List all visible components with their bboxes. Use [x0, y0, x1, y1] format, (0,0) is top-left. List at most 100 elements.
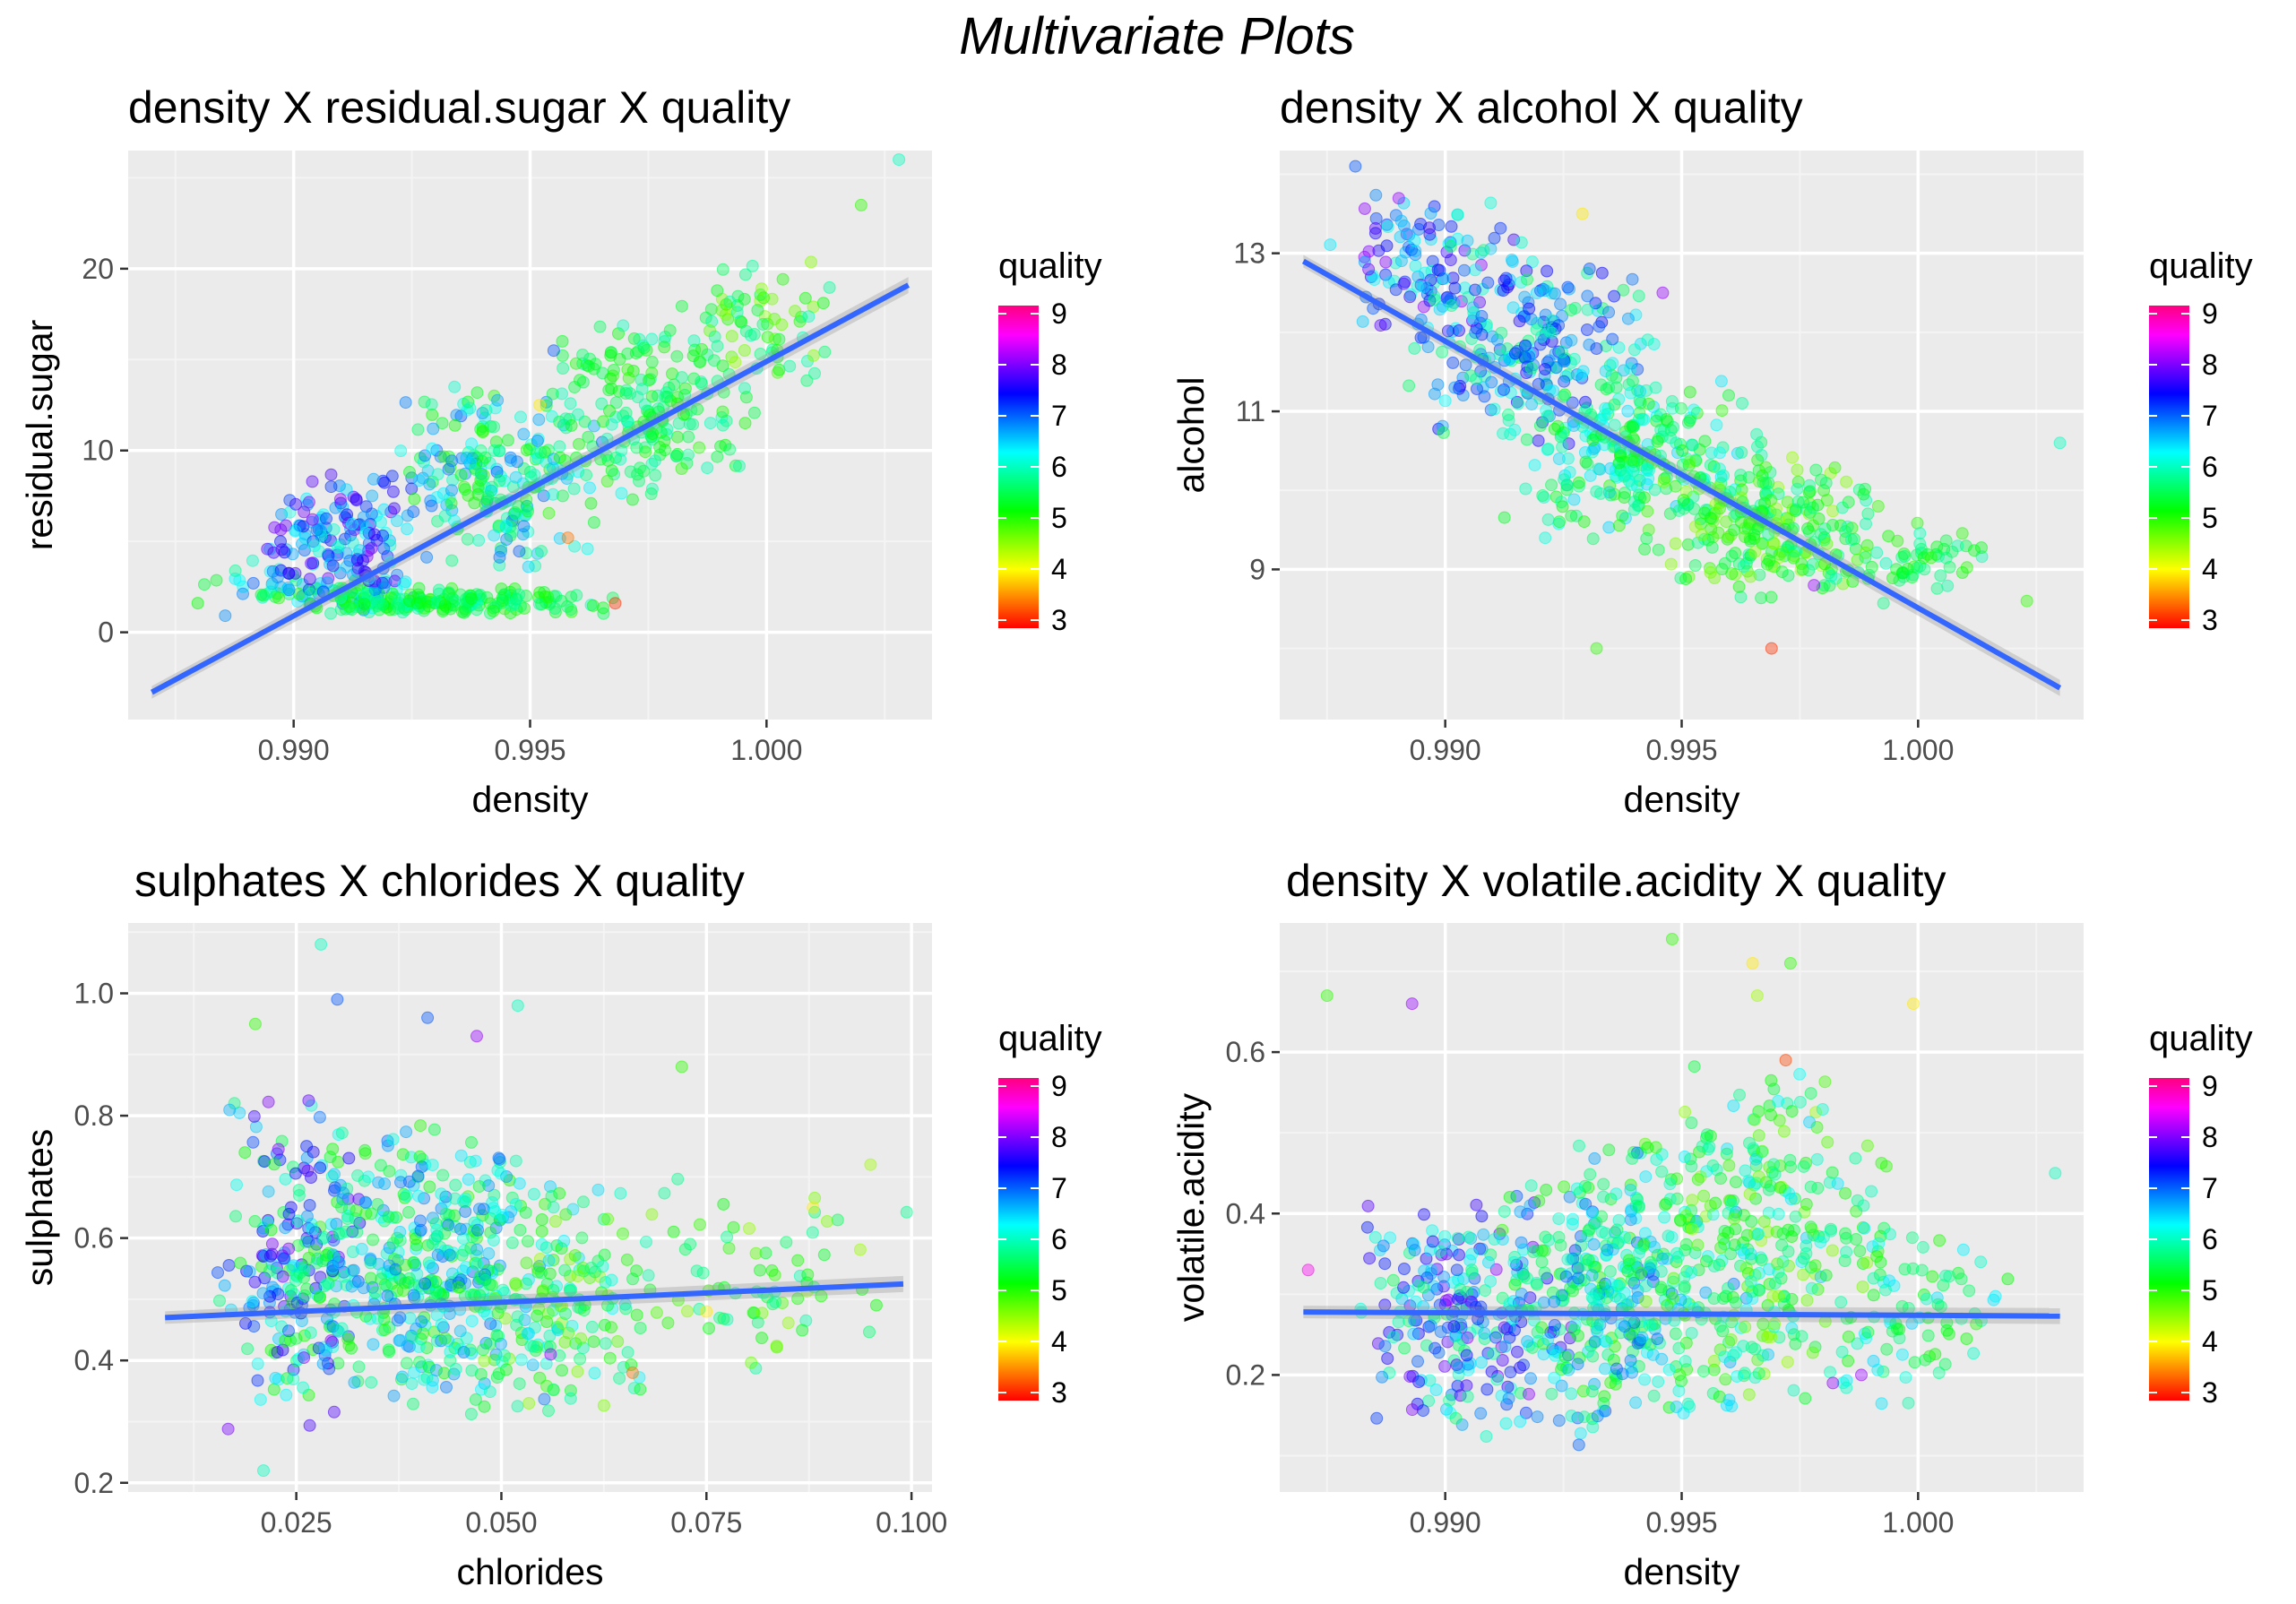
data-point	[286, 548, 299, 561]
data-point	[1722, 389, 1735, 402]
data-point	[1523, 302, 1536, 315]
data-point	[359, 1196, 373, 1210]
data-point	[460, 592, 473, 606]
data-point	[584, 1262, 598, 1274]
data-point	[246, 554, 259, 567]
data-point	[1772, 1094, 1785, 1108]
data-point	[1498, 1205, 1511, 1218]
data-point	[1783, 957, 1797, 970]
data-point	[1655, 1352, 1669, 1366]
data-point	[1956, 1243, 1970, 1256]
data-point	[1374, 1277, 1387, 1289]
y-tick-label: 20	[82, 253, 114, 285]
data-point	[1356, 315, 1369, 328]
data-point	[1803, 1116, 1817, 1129]
data-point	[1469, 283, 1481, 297]
data-point	[1819, 1269, 1833, 1282]
data-point	[413, 1150, 427, 1163]
data-point	[414, 1214, 427, 1228]
data-point	[435, 1318, 448, 1331]
data-point	[1411, 1355, 1424, 1368]
data-point	[393, 1225, 407, 1238]
data-point	[1433, 263, 1446, 277]
data-point	[704, 303, 718, 316]
data-point	[399, 575, 412, 589]
data-point	[700, 1305, 713, 1318]
data-point	[1871, 500, 1885, 513]
data-point	[519, 1206, 532, 1220]
data-point	[1581, 303, 1594, 316]
data-point	[1840, 475, 1853, 488]
data-point	[1963, 1284, 1976, 1298]
data-point	[1561, 1253, 1575, 1266]
data-point	[1687, 403, 1700, 417]
data-point	[495, 582, 508, 596]
data-point	[434, 450, 447, 463]
data-point	[378, 1177, 392, 1190]
legend-tick-label: 8	[2202, 1121, 2218, 1153]
data-point	[1819, 477, 1833, 489]
data-point	[1840, 1231, 1852, 1245]
data-point	[1559, 1270, 1573, 1283]
panel-title: density X volatile.acidity X quality	[1286, 856, 1946, 906]
data-point	[671, 430, 684, 444]
data-point	[364, 1272, 377, 1285]
data-point	[464, 1408, 478, 1420]
data-point	[1877, 597, 1890, 610]
panel-3: sulphates X chlorides X quality 0.025 0.05…	[19, 856, 1102, 1592]
data-point	[1572, 476, 1585, 489]
data-point	[1548, 1318, 1561, 1332]
data-point	[1942, 1327, 1955, 1341]
data-point	[663, 323, 677, 337]
data-point	[1728, 523, 1741, 537]
data-point	[1549, 361, 1563, 375]
data-point	[342, 1151, 356, 1165]
data-point	[219, 609, 232, 623]
data-point	[1572, 1272, 1585, 1285]
data-point	[805, 255, 817, 269]
data-point	[1733, 1088, 1746, 1101]
data-point	[1902, 1396, 1915, 1410]
data-point	[1445, 220, 1458, 233]
data-point	[1568, 301, 1582, 315]
data-point	[495, 545, 507, 558]
data-point	[1370, 1411, 1384, 1425]
data-point	[597, 601, 609, 615]
data-point	[1381, 220, 1394, 234]
data-point	[1765, 591, 1778, 604]
data-point	[324, 468, 338, 481]
data-point	[560, 472, 574, 485]
data-point	[275, 543, 289, 556]
data-point	[303, 573, 316, 586]
data-point	[1349, 160, 1362, 173]
data-point	[1797, 496, 1809, 509]
data-point	[645, 367, 659, 380]
data-point	[1567, 1323, 1581, 1336]
data-point	[1626, 1295, 1639, 1308]
data-point	[408, 493, 421, 505]
data-point	[1840, 1381, 1853, 1394]
data-point	[431, 596, 444, 608]
data-point	[711, 450, 724, 463]
data-point	[725, 330, 738, 343]
data-point	[1586, 532, 1600, 546]
data-point	[798, 291, 812, 305]
data-point	[1608, 289, 1621, 303]
data-point	[300, 1140, 314, 1153]
data-point	[429, 1275, 443, 1289]
data-point	[1685, 1117, 1698, 1129]
data-point	[412, 1341, 426, 1353]
data-point	[684, 1237, 697, 1251]
data-point	[399, 1258, 412, 1272]
data-point	[588, 1367, 601, 1380]
panel-title: sulphates X chlorides X quality	[134, 856, 745, 906]
data-point	[1638, 542, 1652, 556]
data-point	[298, 1351, 311, 1365]
data-point	[1757, 1215, 1771, 1229]
data-point	[438, 599, 452, 612]
data-point	[1452, 1339, 1465, 1352]
data-point	[400, 1125, 413, 1139]
data-point	[425, 398, 438, 411]
data-point	[1674, 401, 1687, 415]
data-point	[397, 577, 410, 591]
